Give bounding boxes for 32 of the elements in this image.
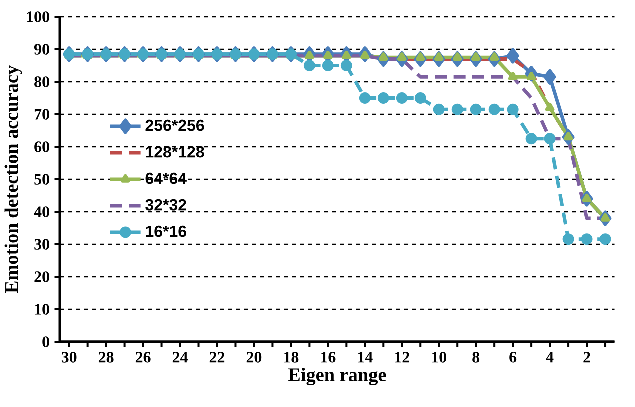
- y-tick-label: 40: [34, 206, 50, 218]
- x-tick-label: 2: [584, 352, 590, 363]
- y-tick-label: 70: [34, 109, 50, 120]
- y-tick-label: 100: [27, 12, 50, 22]
- x-tick-label: 12: [395, 352, 410, 363]
- x-tick-label: 26: [136, 352, 151, 363]
- x-tick-label: 14: [358, 352, 373, 363]
- x-tick-label: 30: [62, 352, 77, 363]
- legend-label: 256*256: [146, 120, 204, 132]
- x-tick-label: 22: [210, 352, 225, 363]
- legend-label: 64*64: [146, 172, 187, 184]
- x-tick-label: 8: [472, 352, 480, 363]
- x-tick-label: 28: [98, 352, 114, 363]
- x-tick-label: 18: [284, 352, 299, 363]
- y-axis-title: Emotion detection accuracy: [4, 66, 22, 294]
- y-tick-label: 10: [35, 304, 50, 315]
- y-tick-label: 30: [34, 239, 50, 250]
- x-tick-label: 20: [246, 352, 262, 363]
- x-tick-label: 10: [432, 352, 446, 363]
- x-tick-label: 4: [546, 352, 554, 363]
- legend-label: 32*32: [146, 199, 186, 211]
- y-tick-label: 0: [42, 336, 50, 348]
- y-tick-label: 20: [34, 272, 50, 282]
- y-tick-label: 80: [34, 76, 50, 88]
- y-tick-label: 50: [34, 174, 50, 185]
- x-axis-title: Eigen range: [288, 368, 386, 386]
- x-tick-label: 6: [510, 352, 517, 363]
- y-tick-label: 90: [34, 44, 50, 55]
- x-tick-label: 24: [172, 352, 188, 363]
- y-tick-label: 60: [34, 142, 50, 152]
- legend-label: 16*16: [146, 226, 186, 238]
- x-tick-label: 16: [321, 352, 336, 363]
